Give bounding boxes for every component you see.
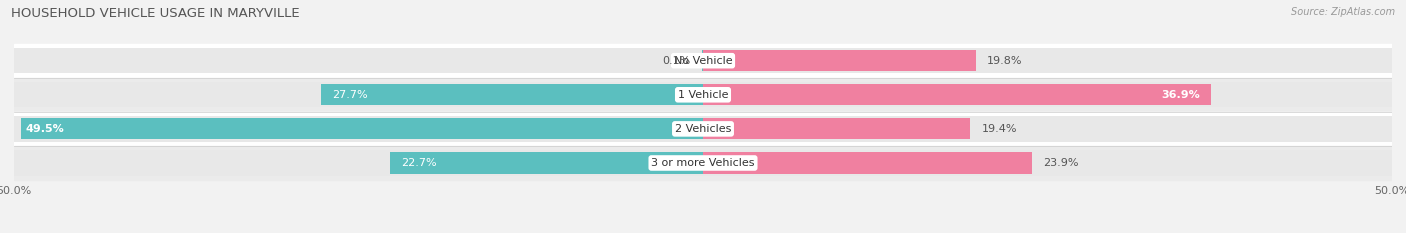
Text: 0.1%: 0.1% [662, 56, 690, 66]
Text: 2 Vehicles: 2 Vehicles [675, 124, 731, 134]
Bar [391, 152, 703, 174]
Bar [14, 78, 1392, 112]
Bar [14, 48, 1392, 73]
Text: 49.5%: 49.5% [25, 124, 63, 134]
Bar [14, 82, 1392, 107]
Bar [322, 84, 703, 105]
Text: 23.9%: 23.9% [1043, 158, 1078, 168]
Bar [21, 118, 703, 140]
Bar [14, 116, 1392, 141]
Text: 19.4%: 19.4% [981, 124, 1017, 134]
Text: HOUSEHOLD VEHICLE USAGE IN MARYVILLE: HOUSEHOLD VEHICLE USAGE IN MARYVILLE [11, 7, 299, 20]
Text: No Vehicle: No Vehicle [673, 56, 733, 66]
Bar [14, 44, 1392, 78]
Text: 27.7%: 27.7% [332, 90, 368, 100]
Text: Source: ZipAtlas.com: Source: ZipAtlas.com [1291, 7, 1395, 17]
Bar [14, 112, 1392, 146]
Bar [14, 146, 1392, 180]
Bar [703, 152, 1032, 174]
Bar [703, 50, 976, 71]
Bar [703, 118, 970, 140]
Text: 36.9%: 36.9% [1161, 90, 1201, 100]
Bar [703, 84, 1212, 105]
Text: 19.8%: 19.8% [987, 56, 1022, 66]
Text: 3 or more Vehicles: 3 or more Vehicles [651, 158, 755, 168]
Text: 1 Vehicle: 1 Vehicle [678, 90, 728, 100]
Text: 22.7%: 22.7% [401, 158, 437, 168]
Bar [14, 150, 1392, 176]
